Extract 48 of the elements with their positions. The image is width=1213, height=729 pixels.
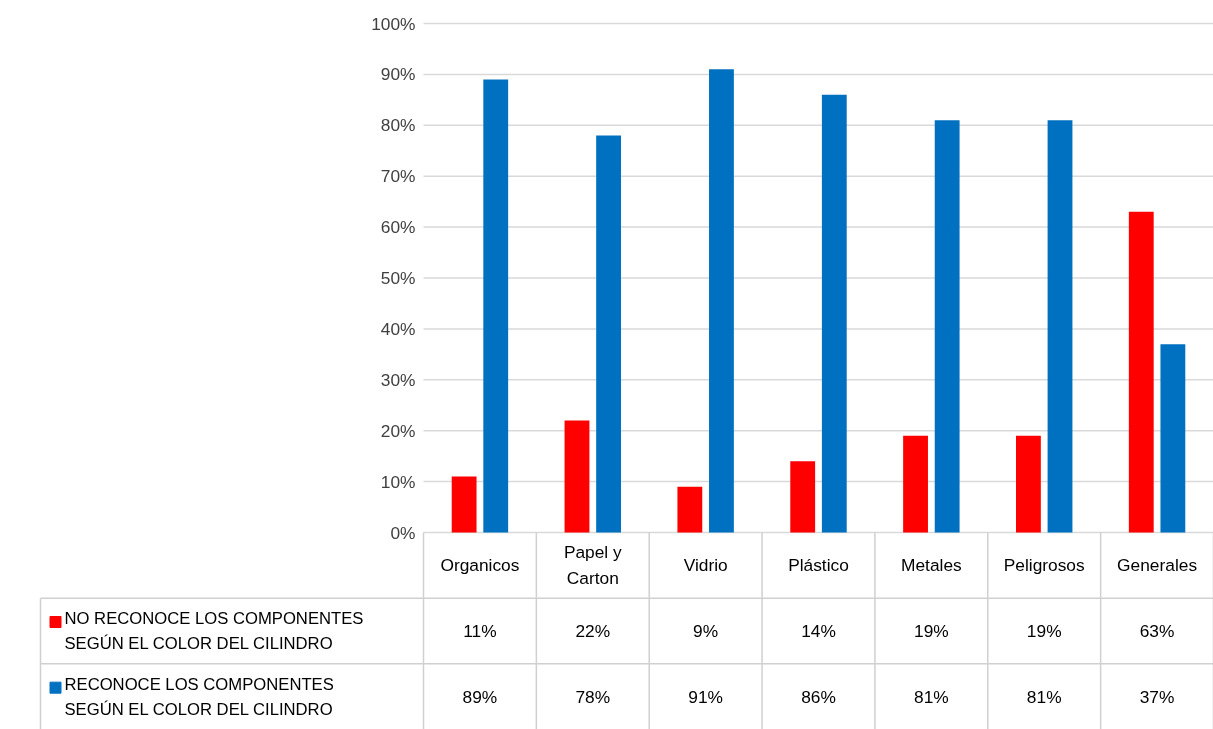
y-tick-label: 0%	[390, 522, 416, 543]
bar	[1047, 120, 1073, 533]
bar	[790, 461, 816, 533]
x-tick-label: Peligrosos	[1003, 555, 1085, 576]
bar	[1016, 435, 1041, 533]
y-tick-label: 10%	[380, 471, 416, 492]
bar	[483, 79, 509, 533]
bar	[934, 120, 960, 533]
x-tick-label: Metales	[901, 555, 963, 576]
data-label: 89%	[462, 686, 498, 707]
bar	[1160, 344, 1186, 533]
bar	[1128, 211, 1154, 533]
data-label: 9%	[693, 621, 719, 641]
data-label: 19%	[914, 621, 949, 641]
x-tick-label: Organicos	[440, 555, 520, 576]
data-label: 81%	[914, 686, 949, 707]
y-tick-label: 50%	[380, 268, 416, 288]
legend-label: NO RECONOCE LOS COMPONENTES SEGÚN EL COLOR DEL CILINDRO	[64, 609, 364, 653]
y-tick-label: 100%	[371, 13, 416, 34]
y-tick-label: 60%	[380, 217, 416, 238]
x-tick-label: Papel y Carton	[563, 542, 623, 589]
bar	[903, 435, 928, 533]
bar	[564, 420, 590, 533]
bar	[677, 486, 703, 533]
x-tick-label: Generales	[1117, 555, 1198, 576]
data-label: 81%	[1026, 686, 1062, 707]
x-tick-label: Vidrio	[683, 555, 728, 576]
data-label: 63%	[1139, 621, 1175, 641]
data-label: 37%	[1139, 686, 1175, 707]
data-label: 14%	[801, 621, 836, 641]
legend-label: RECONOCE LOS COMPONENTES SEGÚN EL COLOR DEL CILINDRO	[64, 674, 334, 719]
x-tick-label: Plástico	[788, 555, 849, 576]
data-label: 11%	[463, 621, 497, 641]
y-tick-label: 20%	[380, 420, 416, 441]
bar	[596, 135, 621, 533]
data-label: 91%	[688, 686, 723, 707]
y-tick-label: 30%	[380, 369, 416, 390]
y-tick-label: 70%	[380, 166, 416, 187]
y-tick-label: 90%	[380, 64, 416, 85]
y-tick-label: 40%	[380, 318, 416, 339]
data-label: 19%	[1026, 621, 1062, 641]
data-label: 86%	[801, 686, 836, 707]
bar	[821, 94, 847, 533]
data-label: 78%	[575, 686, 611, 707]
bar	[451, 476, 477, 533]
bar	[709, 69, 734, 533]
data-label: 22%	[575, 621, 611, 641]
y-tick-label: 80%	[380, 115, 416, 136]
